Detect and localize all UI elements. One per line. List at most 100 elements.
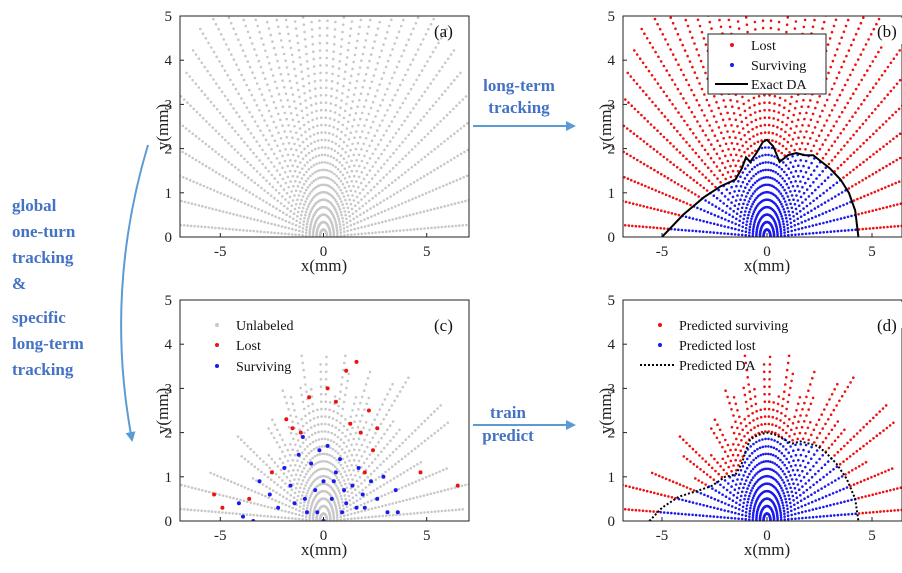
lost-point: [790, 120, 794, 124]
surviving-point: [758, 162, 762, 166]
predicted-surviving-point: [878, 431, 882, 435]
surviving-point: [739, 185, 743, 188]
surviving-point: [745, 220, 749, 223]
data-point: [297, 120, 301, 124]
lost-point: [781, 144, 785, 148]
surviving-point: [752, 227, 755, 231]
predicted-surviving-point: [855, 449, 859, 453]
unlabeled-point: [328, 453, 331, 457]
data-point: [312, 125, 315, 129]
predicted-lost-point: [804, 482, 807, 485]
data-point: [253, 76, 257, 80]
data-point: [355, 215, 359, 218]
surviving-point: [847, 229, 850, 232]
unlabeled-point: [343, 517, 346, 521]
lost-point: [700, 30, 704, 34]
predicted-lost-point: [835, 465, 839, 469]
data-point: [242, 18, 245, 22]
unlabeled-point: [302, 407, 306, 411]
unlabeled-point: [302, 457, 306, 461]
surviving-point: [759, 169, 763, 173]
data-point: [447, 225, 451, 228]
lost-point: [665, 6, 668, 9]
surviving-point: [737, 202, 741, 206]
unlabeled-point: [384, 514, 388, 517]
unlabeled-point: [229, 480, 233, 484]
unlabeled-point: [243, 486, 247, 489]
surviving-point: [838, 205, 842, 208]
data-point: [266, 83, 269, 86]
surviving-point: [807, 166, 811, 169]
lost-point: [700, 109, 704, 112]
lost-point: [794, 20, 798, 23]
unlabeled-point: [310, 395, 314, 398]
lost-point: [685, 173, 689, 177]
predicted-lost-point: [794, 517, 797, 520]
predicted-lost-point: [793, 508, 797, 511]
lost-point: [691, 148, 694, 151]
data-point: [276, 231, 280, 235]
data-point: [328, 124, 331, 128]
lost-point: [735, 6, 738, 9]
data-point: [417, 98, 421, 102]
lost-point: [795, 100, 798, 103]
data-point: [330, 147, 334, 151]
data-point: [337, 177, 341, 180]
lost-point: [874, 208, 878, 212]
data-point: [288, 79, 292, 83]
data-point: [350, 207, 354, 211]
data-point: [461, 224, 465, 227]
data-point: [362, 177, 366, 181]
lost-point: [721, 173, 725, 177]
lost-point: [861, 122, 865, 126]
surviving-point: [748, 225, 752, 229]
predicted-surviving-point: [864, 511, 868, 515]
data-point: [333, 181, 337, 185]
data-point: [348, 165, 351, 168]
data-point: [267, 27, 271, 30]
data-point: [366, 66, 370, 69]
data-point: [264, 210, 267, 214]
unlabeled-point: [273, 515, 277, 519]
unlabeled-point: [383, 398, 387, 401]
unlabeled-point: [246, 444, 249, 448]
predicted-lost-point: [797, 488, 801, 492]
predicted-surviving-point: [889, 489, 892, 492]
lost-point: [613, 172, 616, 175]
lost-point: [788, 134, 791, 137]
data-point: [437, 97, 441, 100]
surviving-point: [744, 233, 747, 237]
unlabeled-point: [324, 378, 328, 381]
unlabeled-point: [460, 484, 464, 488]
data-point: [330, 171, 334, 174]
data-point: [409, 228, 412, 231]
unlabeled-point: [345, 455, 349, 458]
unlabeled-point: [426, 510, 430, 514]
lost-point: [665, 138, 669, 142]
lost-point: [635, 134, 639, 138]
unlabeled-point: [379, 463, 382, 467]
unlabeled-point: [207, 510, 210, 513]
lost-point: [698, 170, 701, 173]
surviving-point: [292, 501, 297, 506]
unlabeled-point: [310, 387, 313, 391]
predicted-surviving-point: [885, 426, 889, 430]
surviving-point: [812, 169, 816, 172]
lost-point: [730, 141, 734, 145]
predicted-surviving-point: [861, 511, 864, 515]
lost-point: [722, 99, 725, 102]
lost-point: [633, 180, 637, 183]
unlabeled-point: [445, 467, 448, 470]
data-point: [422, 210, 426, 213]
data-point: [395, 148, 398, 151]
data-point: [419, 211, 422, 214]
data-point: [217, 27, 220, 31]
surviving-point: [350, 483, 355, 488]
lost-point: [755, 125, 758, 129]
data-point: [326, 161, 329, 165]
data-point: [337, 67, 341, 70]
unlabeled-point: [300, 497, 303, 501]
lost-point: [893, 225, 896, 228]
unlabeled-point: [336, 451, 340, 455]
